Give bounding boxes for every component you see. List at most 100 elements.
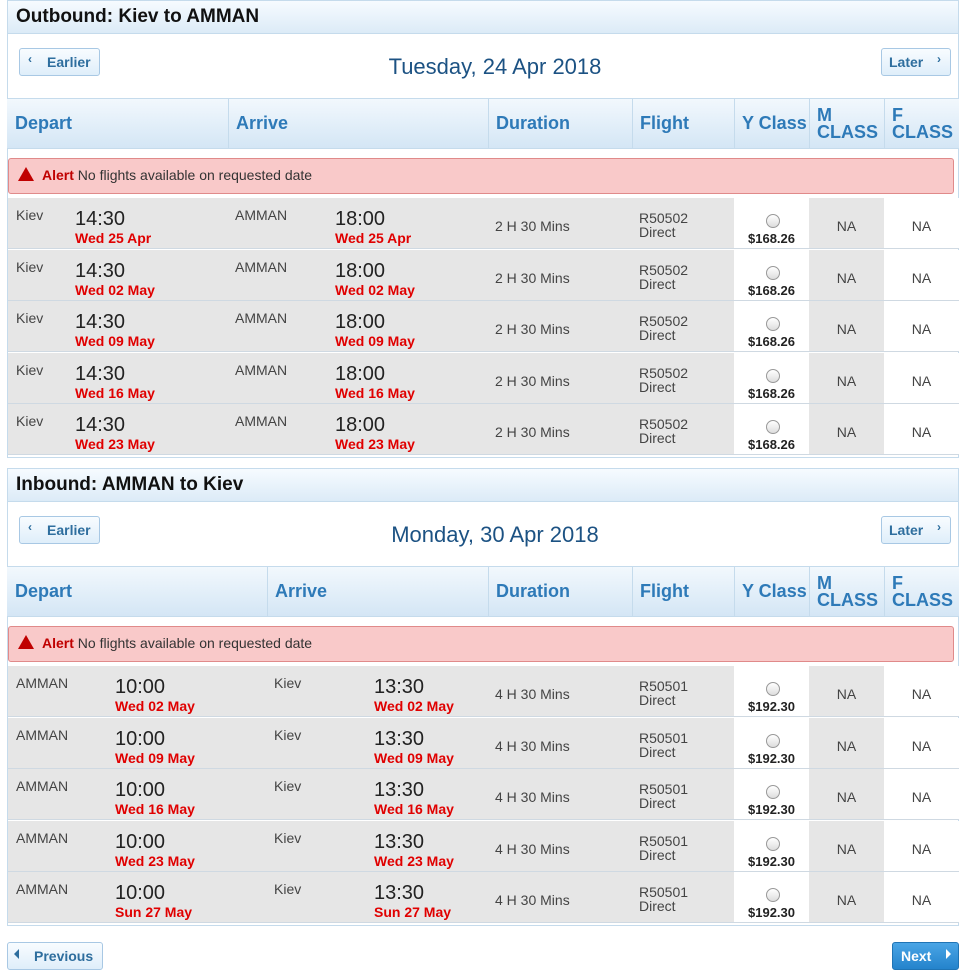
flight-number: R50501	[639, 884, 689, 900]
flight-number: R50502	[639, 313, 689, 329]
y-fare: $168.26	[748, 282, 795, 298]
row-bg-y	[734, 872, 809, 923]
column-header: Depart	[15, 113, 73, 133]
arrive-time: 18:00	[335, 311, 386, 333]
depart-time: 10:00	[115, 676, 166, 698]
f-fare: NA	[911, 892, 932, 908]
fare-radio[interactable]	[766, 682, 780, 696]
y-fare: $192.30	[748, 853, 795, 869]
depart-date: Wed 23 May	[75, 436, 155, 452]
earlier-button[interactable]: Earlier	[19, 48, 100, 76]
later-button[interactable]: Later	[881, 48, 951, 76]
arrive-city: AMMAN	[235, 310, 288, 326]
depart-city: AMMAN	[16, 675, 69, 691]
m-fare: NA	[836, 686, 857, 702]
flight-stops: Direct	[639, 327, 676, 343]
row-bg-m	[809, 404, 884, 455]
flight-stops: Direct	[639, 378, 676, 395]
chevron-right: ›	[937, 520, 941, 534]
duration: 4 H 30 Mins	[495, 737, 570, 754]
arrive-time: 13:30	[374, 830, 425, 853]
column-header: Flight	[632, 567, 734, 616]
fare-radio[interactable]	[766, 214, 780, 228]
alert-text: No flights available on requested date	[73, 167, 313, 183]
arrive-city: AMMAN	[235, 207, 288, 223]
arrive-city: Kiev	[274, 778, 302, 794]
row-bg	[8, 404, 734, 455]
section-title: Outbound: Kiev to AMMAN	[7, 0, 959, 34]
arrive-city: Kiev	[274, 829, 302, 846]
m-fare: NA	[836, 737, 857, 754]
column-header: M CLASS	[809, 567, 884, 616]
arrive-date: Wed 02 May	[335, 281, 415, 298]
fare-radio[interactable]	[766, 888, 780, 902]
column-header: Arrive	[228, 99, 488, 148]
depart-time: 10:00	[115, 727, 166, 750]
arrive-city: Kiev	[274, 881, 302, 897]
alert: Alert No flights available on requested …	[8, 158, 954, 194]
arrive-time: 18:00	[335, 208, 386, 230]
fare-radio[interactable]	[766, 733, 780, 748]
arrive-date: Wed 23 May	[374, 852, 454, 869]
depart-time: 14:30	[75, 414, 126, 436]
column-header: Depart	[15, 581, 73, 601]
flight-stops: Direct	[639, 846, 676, 863]
row-bg-f	[884, 301, 959, 352]
flight-stops: Direct	[639, 224, 676, 240]
date-heading: Tuesday, 24 Apr 2018	[388, 54, 602, 79]
previous-button[interactable]: Previous	[7, 942, 103, 970]
row-bg	[8, 301, 734, 352]
depart-time: 14:30	[75, 362, 126, 385]
fare-radio[interactable]	[766, 265, 780, 280]
earlier-button[interactable]: Earlier	[19, 516, 100, 544]
depart-city: Kiev	[16, 413, 44, 429]
row-bg	[8, 820, 734, 872]
depart-time: 10:00	[115, 779, 166, 801]
column-header: Arrive	[267, 567, 488, 616]
row-bg-f	[884, 820, 959, 872]
y-fare: $192.30	[748, 750, 795, 766]
fare-radio[interactable]	[766, 317, 780, 331]
fare-radio[interactable]	[766, 368, 780, 383]
arrive-date: Wed 09 May	[335, 333, 415, 349]
row-bg-f	[884, 769, 959, 820]
fare-radio[interactable]	[766, 420, 780, 434]
depart-city: AMMAN	[16, 881, 69, 897]
previous-arrow	[14, 949, 19, 959]
duration: 2 H 30 Mins	[495, 372, 570, 389]
flight-number: R50501	[639, 729, 689, 746]
flight-number: R50502	[639, 364, 689, 381]
arrive-date: Wed 16 May	[374, 801, 454, 817]
row-bg	[8, 769, 734, 820]
row-bg-m	[809, 352, 884, 404]
row-bg-f	[884, 249, 959, 301]
m-fare: NA	[836, 321, 857, 337]
column-header: Duration	[488, 99, 632, 148]
row-bg-m	[809, 301, 884, 352]
column-header: Flight	[632, 99, 734, 148]
depart-city: AMMAN	[16, 778, 69, 794]
row-bg-m	[809, 872, 884, 923]
m-fare: NA	[836, 218, 857, 234]
fare-radio[interactable]	[766, 785, 780, 799]
flight-stops: Direct	[639, 692, 676, 708]
f-fare: NA	[911, 321, 932, 337]
row-bg-m	[809, 198, 884, 249]
row-bg-m	[809, 666, 884, 717]
alert-label: Alert	[42, 167, 74, 183]
fare-radio[interactable]	[766, 836, 780, 851]
arrive-date: Wed 23 May	[335, 436, 415, 452]
depart-time: 10:00	[115, 882, 166, 904]
chevron-left: ‹	[28, 520, 32, 534]
arrive-time: 13:30	[374, 779, 425, 801]
m-fare: NA	[836, 840, 857, 857]
y-fare: $168.26	[748, 334, 795, 349]
depart-time: 14:30	[75, 311, 126, 333]
later-button[interactable]: Later	[881, 516, 951, 544]
table-header	[7, 566, 959, 617]
f-fare: NA	[911, 424, 932, 440]
y-fare: $192.30	[748, 802, 795, 817]
f-fare: NA	[911, 372, 932, 389]
depart-city: AMMAN	[16, 829, 69, 846]
